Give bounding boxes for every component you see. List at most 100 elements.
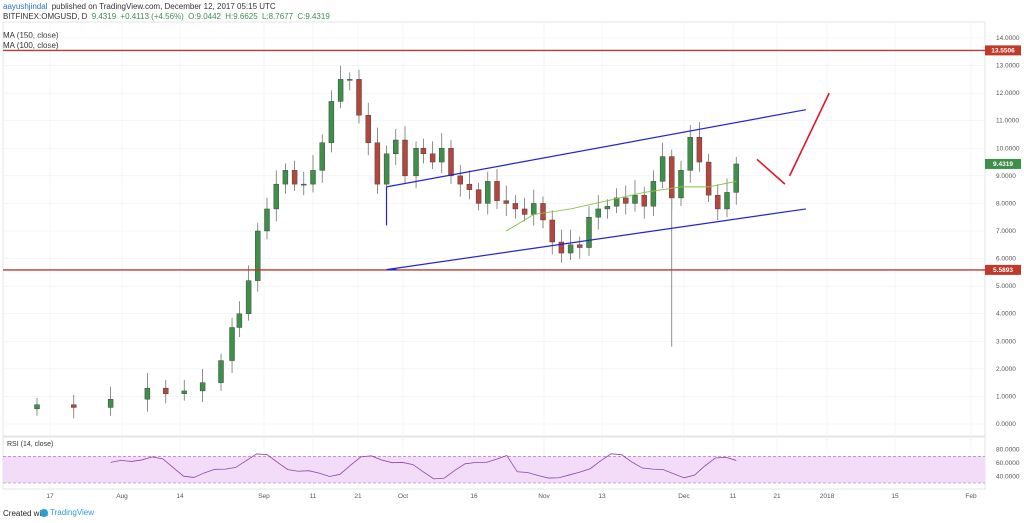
candle-body: [199, 382, 206, 392]
x-tick-label: Oct: [398, 493, 408, 500]
candle-body: [715, 194, 721, 210]
y-tick-label: 8.0000: [996, 200, 1016, 207]
candle-body: [264, 208, 270, 232]
candle-body: [650, 181, 657, 207]
rsi-tick-label: 60.0000: [996, 460, 1020, 467]
candle-body: [595, 208, 601, 218]
x-tick-label: Sep: [258, 493, 270, 500]
x-tick-label: Dec: [678, 493, 690, 500]
candle-body: [337, 79, 344, 102]
y-tick-label: 7.0000: [996, 228, 1016, 235]
level-price-label: 5.5893: [993, 267, 1013, 274]
candle-body: [678, 170, 684, 199]
level-price-tag: [985, 45, 1021, 56]
ma150-legend[interactable]: MA (150, close): [3, 31, 59, 40]
candle-body: [229, 327, 235, 361]
candle-body: [163, 387, 169, 394]
candle-body: [245, 280, 252, 314]
candle-body: [413, 148, 419, 177]
channel-upper-line: [386, 109, 807, 188]
candle-body: [475, 189, 482, 204]
candle-body: [659, 156, 666, 182]
y-tick-label: 11.0000: [996, 118, 1019, 125]
rsi-legend: RSI (14, close): [7, 441, 53, 448]
x-tick-label: Nov: [538, 493, 550, 500]
x-tick-label: 2018: [820, 493, 835, 500]
candle-body: [558, 241, 565, 254]
last-value: 9.4319: [91, 12, 117, 21]
y-tick-label: 12.0000: [996, 90, 1020, 97]
candle-body: [696, 137, 703, 163]
candle-body: [623, 197, 629, 204]
candle-body: [549, 219, 555, 243]
candle-body: [393, 139, 399, 154]
dip-arrow-line: [756, 158, 786, 185]
candle-body: [632, 194, 638, 204]
candle-body: [365, 114, 371, 143]
y-tick-label: 2.0000: [996, 366, 1016, 373]
x-tick-label: 17: [46, 493, 54, 500]
y-tick-label: 3.0000: [996, 338, 1016, 345]
candle-body: [512, 203, 519, 210]
low-value: L:8.7677: [261, 12, 294, 21]
candle-body: [291, 170, 298, 185]
x-tick-label: 21: [354, 493, 362, 500]
tradingview-link[interactable]: TradingView: [50, 508, 95, 517]
header-line-2: BITFINEX:OMGUSD, D 9.4319 +0.4113 (+4.56…: [3, 12, 332, 22]
candle-body: [567, 244, 574, 254]
candle-body: [282, 170, 289, 185]
candle-body: [255, 230, 261, 281]
candle-body: [328, 101, 335, 143]
created-with-label: Created with: [3, 509, 48, 518]
candle-body: [236, 313, 243, 328]
candle-body: [485, 181, 491, 204]
y-tick-label: 13.0000: [996, 63, 1020, 70]
x-tick-label: 14: [176, 493, 184, 500]
y-tick-label: 1.0000: [996, 393, 1016, 400]
x-tick-label: 11: [730, 493, 737, 500]
candle-body: [733, 163, 739, 193]
candle-body: [687, 137, 693, 171]
x-tick-label: Aug: [116, 493, 128, 500]
author-link[interactable]: aayushjindal: [3, 2, 48, 11]
candle-body: [540, 203, 546, 221]
candle-body: [347, 79, 353, 81]
candle-body: [613, 197, 620, 207]
y-tick-label: 5.0000: [996, 283, 1016, 290]
candle-body: [429, 153, 436, 163]
high-value: H:9.6625: [225, 12, 258, 21]
candle-body: [301, 183, 307, 186]
x-tick-label: 21: [773, 493, 781, 500]
symbol-label: BITFINEX:OMGUSD, D: [3, 12, 88, 21]
y-tick-label: 6.0000: [996, 256, 1016, 263]
last-price-label: 9.4319: [993, 161, 1013, 168]
level-price-label: 13.5506: [991, 48, 1015, 55]
candle-body: [374, 142, 381, 185]
candle-body: [71, 404, 77, 408]
open-value: O:9.0442: [188, 12, 221, 21]
published-text: published on TradingView.com, December 1…: [51, 2, 276, 11]
x-tick-label: 11: [310, 493, 317, 500]
close-value: C:9.4319: [297, 12, 330, 21]
y-tick-label: 9.0000: [996, 173, 1016, 180]
rsi-tick-label: 40.0000: [996, 473, 1020, 480]
rally-arrow-line: [788, 92, 830, 177]
candle-body: [457, 175, 463, 185]
candle-body: [273, 183, 279, 210]
ma100-legend[interactable]: MA (100, close): [3, 41, 59, 50]
candle-body: [402, 139, 408, 177]
candle-body: [319, 142, 325, 171]
candle-body: [724, 192, 730, 210]
candle-body: [503, 200, 509, 204]
candle-body: [466, 183, 473, 190]
rsi-line: [110, 453, 737, 480]
price-pane: [2, 21, 986, 437]
candle-body: [586, 217, 592, 248]
x-tick-label: 16: [470, 493, 478, 500]
header-line-1: aayushjindal published on TradingView.co…: [3, 2, 278, 12]
y-tick-label: 0.0000: [996, 421, 1016, 428]
y-tick-label: 4.0000: [996, 311, 1016, 318]
x-tick-label: Feb: [965, 493, 977, 500]
y-tick-label: 14.0000: [996, 35, 1020, 42]
